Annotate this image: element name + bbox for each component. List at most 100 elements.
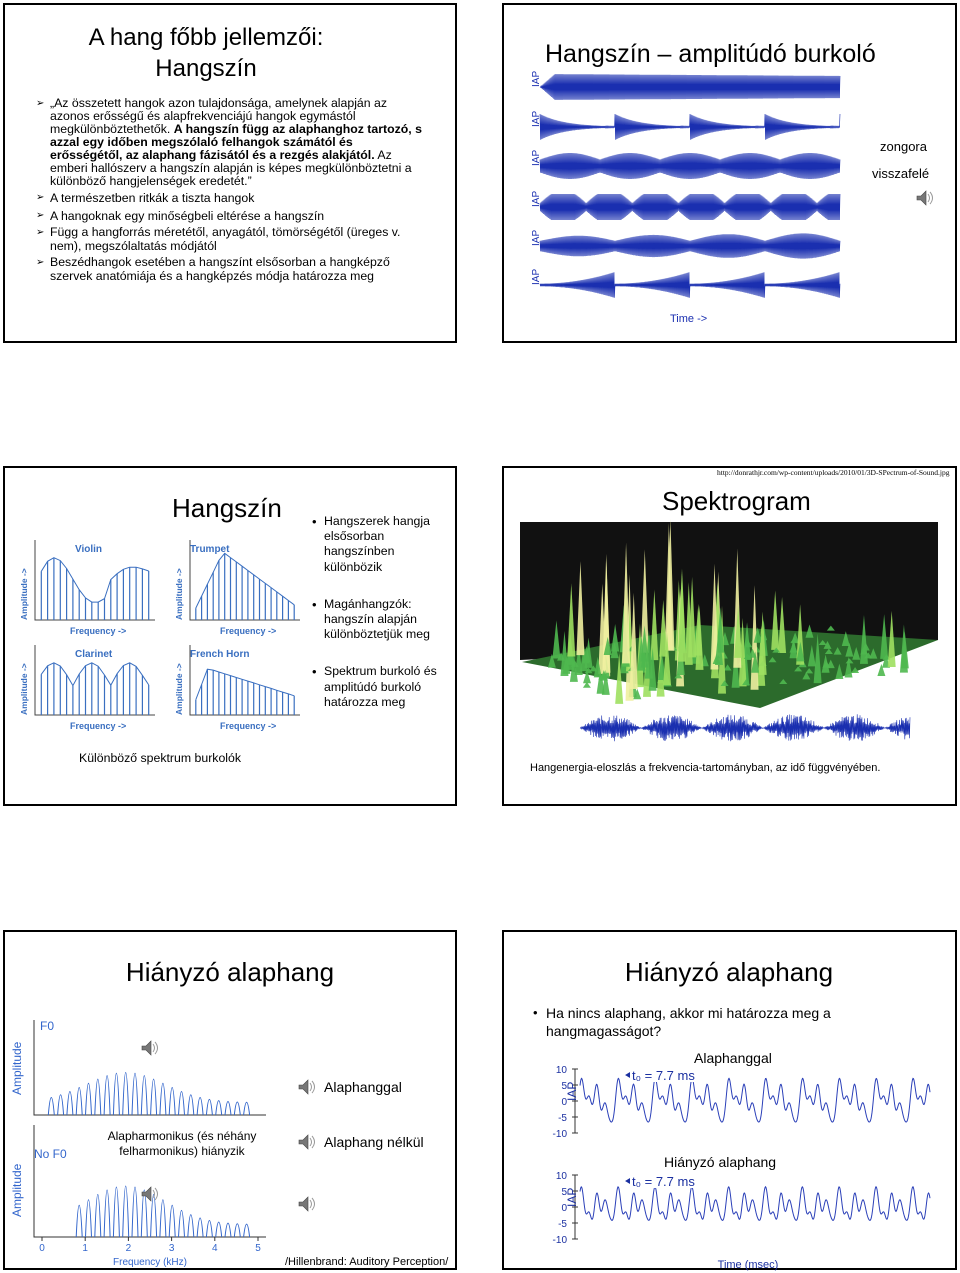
peak (818, 639, 827, 646)
x-tick-label: 1 (82, 1243, 88, 1254)
spectrum-panel: Violin Amplitude -> Frequency -> (19, 540, 155, 636)
peak (796, 641, 805, 662)
y-tick-label: 10 (556, 1065, 568, 1076)
peak (859, 615, 868, 664)
peak (796, 604, 805, 665)
peak (844, 656, 853, 678)
waveform (539, 113, 841, 140)
y-tick-label: 10 (556, 1171, 568, 1182)
peak (633, 688, 642, 700)
y-axis-label: Amplitude (10, 1041, 24, 1095)
peak (779, 678, 788, 685)
peak (557, 652, 566, 661)
axes (34, 645, 155, 716)
y-tick-label: 5 (561, 1081, 567, 1092)
label-bg (630, 1172, 716, 1188)
speaker-icon (298, 1196, 309, 1212)
waveform (579, 1185, 931, 1221)
peak (742, 679, 751, 686)
y-axis-label: IAP (531, 230, 542, 246)
instrument-label: French Horn (190, 649, 249, 660)
y-axis-label: IAP (531, 111, 542, 127)
waveform (539, 152, 841, 180)
slide-frame (502, 3, 957, 343)
peak (880, 614, 889, 659)
slide-title: Spektrogram (662, 486, 811, 516)
y-axis-label: IAP (531, 71, 542, 87)
harmonics (75, 1185, 251, 1238)
y-axis-label: IAP (531, 191, 542, 207)
note: zongora (880, 139, 927, 154)
speaker-icon (298, 1079, 309, 1095)
slide-title: Hiányzó alaphang (624, 957, 834, 987)
peak (584, 637, 593, 668)
peak (805, 668, 814, 674)
harmonics (195, 669, 295, 715)
slide-title: Hangszín (172, 493, 282, 523)
slide-frame (502, 466, 957, 806)
speaker-wave (309, 1080, 315, 1094)
envelope (195, 668, 295, 700)
peak (677, 573, 686, 662)
speaker-wave (152, 1187, 158, 1201)
waveform (539, 193, 841, 221)
slide-frame (3, 466, 457, 806)
y-tick-label: -10 (553, 1129, 568, 1140)
source-url: http://donrathjr.com/wp-content/uploads/… (717, 468, 950, 477)
peak (650, 589, 659, 661)
y-axis-label: Amplitude -> (174, 568, 184, 620)
panel-label: F0 (40, 1019, 54, 1033)
bullet: Hangszerek hangja elsősorban hangszínben… (310, 514, 445, 575)
slide-title: A hang főbb jellemzői: Hangszín (56, 22, 356, 84)
axes (33, 1020, 266, 1116)
bullet: Magánhangzók: hangszín alapján különbözt… (310, 597, 445, 643)
x-axis-label: Frequency -> (220, 721, 276, 731)
peak (723, 664, 732, 671)
peak (576, 561, 585, 656)
spectrogram-peaks (547, 518, 909, 704)
peak (833, 647, 842, 655)
peak (887, 610, 896, 667)
speaker-wave (927, 191, 933, 205)
peak (835, 663, 844, 679)
panel-label: No F0 (34, 1147, 67, 1161)
peak (794, 666, 803, 672)
x-axis-label: Time -> (670, 313, 707, 325)
peak (807, 644, 816, 667)
peak (869, 648, 878, 659)
x-axis-label: Frequency -> (70, 626, 126, 636)
peak (663, 632, 672, 686)
peak (567, 583, 576, 657)
peak (751, 651, 760, 673)
speaker-wave (309, 1197, 315, 1211)
x-axis-label: Frequency (kHz) (113, 1257, 187, 1268)
waveform (539, 272, 841, 298)
peak (805, 624, 814, 638)
bullet: A hangoknak egy minőségbeli eltérése a h… (36, 209, 428, 224)
peak (845, 642, 854, 657)
axes (189, 645, 300, 716)
speaker-icon (298, 1134, 309, 1150)
peak (734, 605, 743, 658)
bullet: Függ a hangforrás méretétől, anyagától, … (36, 225, 428, 253)
peak (648, 647, 657, 691)
caption: Hangenergia-eloszlás a frekvencia-tartom… (530, 762, 881, 774)
peak (744, 640, 753, 648)
title-line: A hang főbb jellemzői: (88, 24, 324, 51)
envelope (195, 552, 295, 609)
sound-label: Alaphanggal (324, 1079, 402, 1095)
x-axis-label: Time (msec) (718, 1259, 779, 1271)
y-tick-label: -5 (558, 1113, 567, 1124)
peak (826, 625, 835, 631)
peak (583, 670, 592, 684)
x-tick-label: 5 (255, 1243, 261, 1254)
peak (582, 681, 591, 688)
peak (694, 603, 703, 656)
bullet-list: Ha nincs alaphang, akkor mi határozza me… (531, 1004, 911, 1043)
speaker-icon (141, 1186, 152, 1202)
bullet: Spektrum burkoló és amplitúdó burkoló ha… (310, 664, 445, 710)
speaker-wave (152, 1041, 158, 1055)
peak (603, 636, 612, 655)
slide-title: Hangszín – amplitúdó burkoló (545, 40, 876, 68)
annotation-line: felharmonikus) hiányzik (119, 1144, 245, 1158)
